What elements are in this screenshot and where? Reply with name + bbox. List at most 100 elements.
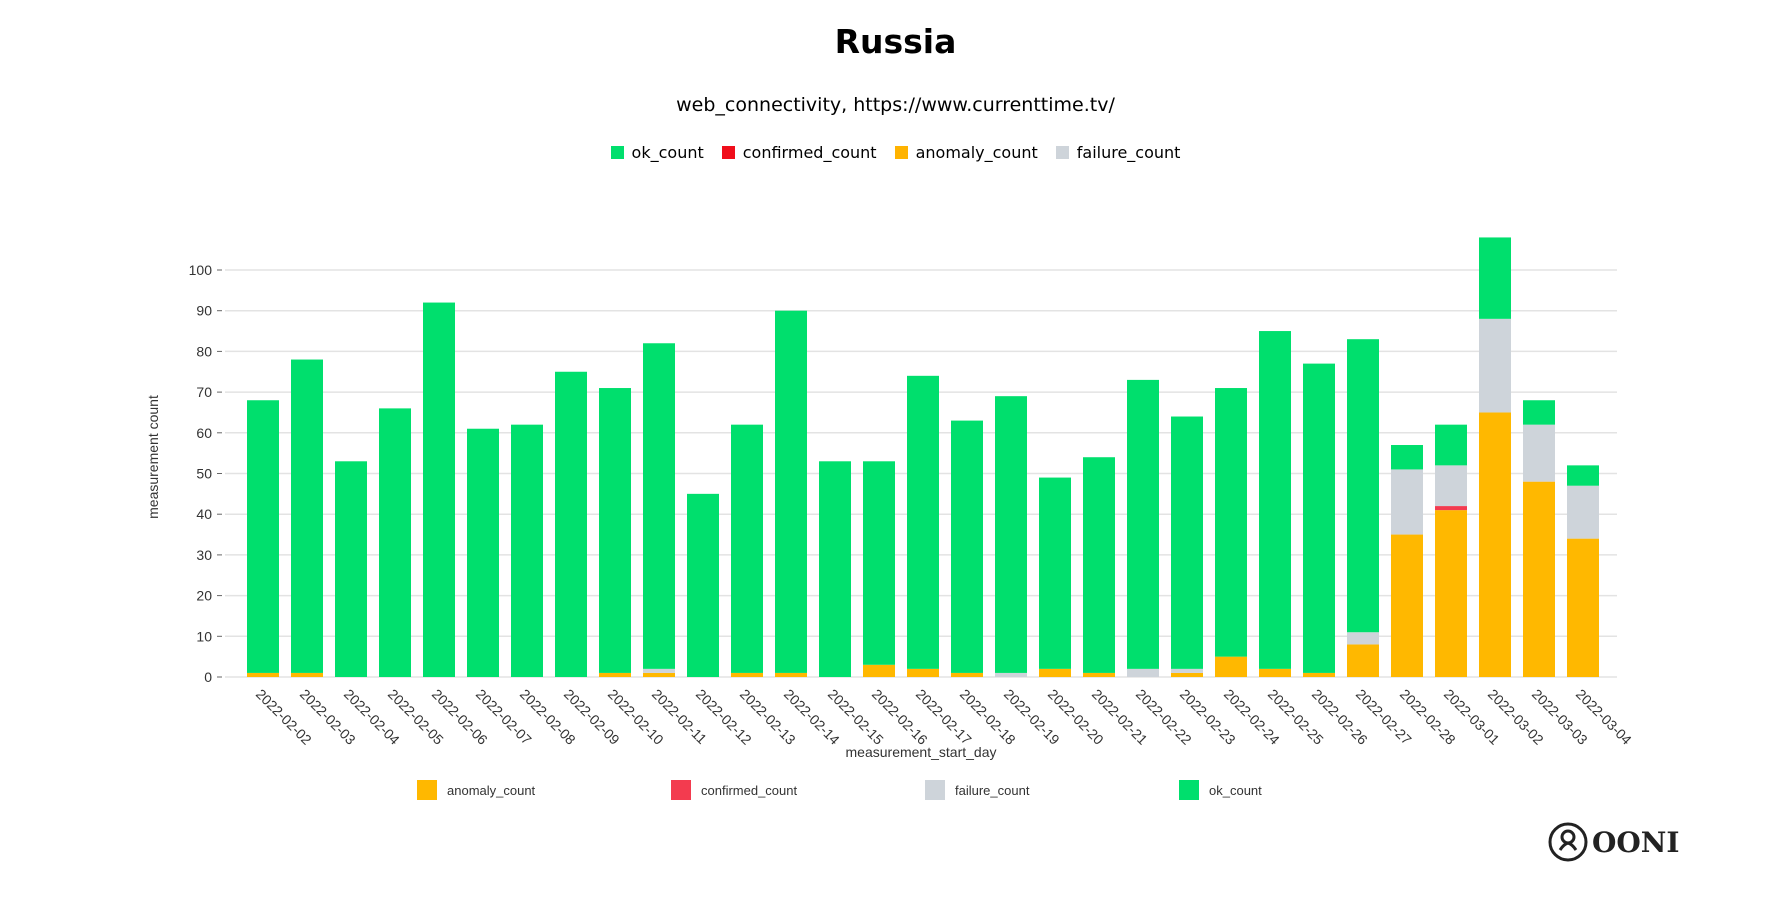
bottom-legend-swatch [671, 780, 691, 800]
bar-anomaly_count [951, 672, 983, 677]
bar-ok_count [1215, 388, 1247, 657]
bar-ok_count [1039, 477, 1071, 669]
bar-failure_count [1435, 465, 1467, 507]
bar-failure_count [1347, 632, 1379, 645]
bar-ok_count [247, 400, 279, 673]
bar-anomaly_count [1391, 534, 1423, 677]
bar-ok_count [1259, 331, 1291, 669]
bar-ok_count [995, 396, 1027, 673]
bar-failure_count [1567, 485, 1599, 539]
y-tick-label: 10 [196, 628, 212, 644]
y-tick-label: 90 [196, 303, 212, 319]
bar-ok_count [1171, 416, 1203, 669]
chart-title: Russia [834, 22, 957, 61]
bar-failure_count [1391, 469, 1423, 535]
bar-ok_count [599, 388, 631, 673]
bar-ok_count [423, 302, 455, 677]
bar-anomaly_count [863, 664, 895, 677]
bar-failure_count [643, 668, 675, 673]
bar-ok_count [1435, 424, 1467, 466]
ooni-logo[interactable]: OONI [1548, 822, 1679, 862]
bar-ok_count [511, 424, 543, 677]
bar-failure_count [1171, 668, 1203, 673]
legend-swatch [721, 146, 735, 159]
legend-label: failure_count [1076, 143, 1181, 162]
bar-anomaly_count [1215, 656, 1247, 677]
bar-ok_count [335, 461, 367, 677]
bottom-legend-label: ok_count [1209, 783, 1262, 798]
bottom-legend-swatch [925, 780, 945, 800]
legend-swatch [894, 146, 908, 159]
bar-ok_count [951, 420, 983, 673]
bar-ok_count [819, 461, 851, 677]
bar-anomaly_count [247, 672, 279, 677]
top-legend-item-ok[interactable]: ok_count [610, 143, 704, 162]
bottom-legend-label: failure_count [955, 783, 1030, 798]
bar-anomaly_count [775, 672, 807, 677]
bottom-legend-swatch [417, 780, 437, 800]
top-legend-item-failure[interactable]: failure_count [1055, 143, 1181, 162]
legend-label: anomaly_count [915, 143, 1038, 162]
y-tick-label: 100 [189, 262, 213, 278]
bar-ok_count [1479, 237, 1511, 319]
y-tick-label: 40 [196, 506, 212, 522]
bar-ok_count [687, 493, 719, 677]
logo-text: OONI [1592, 825, 1680, 859]
bar-anomaly_count [1523, 481, 1555, 677]
bar-ok_count [1523, 400, 1555, 425]
legend-label: confirmed_count [742, 143, 877, 162]
bar-ok_count [643, 343, 675, 669]
chart-subtitle: web_connectivity, https://www.currenttim… [676, 94, 1115, 116]
bottom-legend-label: confirmed_count [701, 783, 797, 798]
bar-anomaly_count [599, 672, 631, 677]
x-axis-label: measurement_start_day [846, 744, 997, 760]
bar-anomaly_count [731, 672, 763, 677]
bar-ok_count [1083, 457, 1115, 673]
bar-anomaly_count [1259, 668, 1291, 677]
bar-ok_count [731, 424, 763, 673]
y-axis-label: measurement count [145, 395, 161, 519]
bar-ok_count [291, 359, 323, 673]
bar-ok_count [467, 428, 499, 677]
bar-failure_count [1479, 318, 1511, 413]
bar-anomaly_count [1479, 412, 1511, 677]
y-tick-label: 60 [196, 425, 212, 441]
bar-ok_count [863, 461, 895, 665]
bar-confirmed_count [1435, 506, 1467, 511]
bar-ok_count [1347, 339, 1379, 633]
bar-anomaly_count [291, 672, 323, 677]
bar-anomaly_count [1083, 672, 1115, 677]
bar-anomaly_count [1567, 538, 1599, 677]
top-legend: ok_count confirmed_count anomaly_count f… [0, 143, 1791, 162]
top-legend-item-anomaly[interactable]: anomaly_count [894, 143, 1038, 162]
octopus-icon [1548, 822, 1588, 862]
y-tick-label: 50 [196, 466, 212, 482]
bar-failure_count [1523, 424, 1555, 482]
y-tick-label: 20 [196, 588, 212, 604]
bar-anomaly_count [1171, 672, 1203, 677]
bar-ok_count [1303, 363, 1335, 673]
legend-swatch [610, 146, 624, 159]
bar-ok_count [907, 375, 939, 669]
bar-anomaly_count [643, 672, 675, 677]
y-tick-label: 0 [204, 669, 212, 685]
legend-swatch [1055, 146, 1069, 159]
bar-failure_count [995, 672, 1027, 677]
legend-label: ok_count [631, 143, 704, 162]
bar-ok_count [1567, 465, 1599, 486]
y-tick-label: 70 [196, 384, 212, 400]
bar-failure_count [1127, 668, 1159, 677]
bar-ok_count [379, 408, 411, 677]
bar-ok_count [1127, 379, 1159, 669]
bar-anomaly_count [1039, 668, 1071, 677]
y-tick-label: 30 [196, 547, 212, 563]
y-tick-label: 80 [196, 343, 212, 359]
bottom-legend-label: anomaly_count [447, 783, 536, 798]
bottom-legend-swatch [1179, 780, 1199, 800]
bar-ok_count [555, 371, 587, 677]
bar-anomaly_count [1435, 510, 1467, 677]
bar-anomaly_count [907, 668, 939, 677]
top-legend-item-confirmed[interactable]: confirmed_count [721, 143, 877, 162]
bar-anomaly_count [1303, 672, 1335, 677]
